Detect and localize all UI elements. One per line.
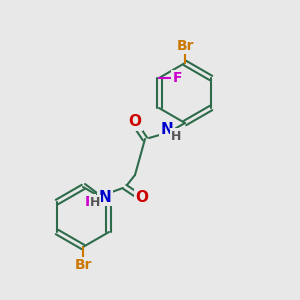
Text: F: F <box>172 71 182 85</box>
Text: H: H <box>90 196 100 209</box>
Text: O: O <box>136 190 148 206</box>
Text: Br: Br <box>74 258 92 272</box>
Text: Br: Br <box>176 39 194 53</box>
Text: O: O <box>128 115 142 130</box>
Text: N: N <box>160 122 173 137</box>
Text: H: H <box>171 130 181 142</box>
Text: N: N <box>99 190 111 205</box>
Text: F: F <box>85 195 95 209</box>
